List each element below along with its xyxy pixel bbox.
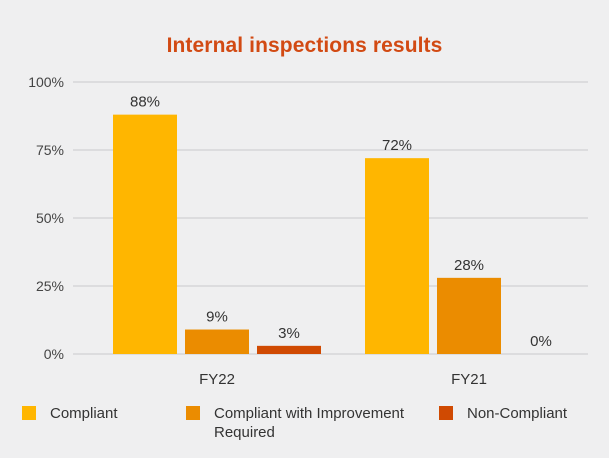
data-label-fy22-compliant: 88%: [130, 94, 160, 111]
plot-area: 0% 25% 50% 75% 100% 88% 9% 3% FY22 72% 28% 0% FY21: [28, 74, 588, 388]
bar-fy21-compliant-with-improvement-required: [437, 277, 501, 354]
y-tick-label-25: 25%: [36, 278, 64, 294]
x-category-label-fy21: FY21: [451, 371, 487, 388]
legend-swatch-non-compliant: [439, 406, 453, 420]
y-tick-label-0: 0%: [44, 346, 64, 362]
data-label-fy21-compliant-with-improvement-required: 28%: [454, 257, 484, 274]
legend-label-compliant-with-improvement: Compliant with Improvement Required: [214, 405, 405, 441]
bar-fy22-compliant-with-improvement-required: [185, 329, 249, 354]
legend-item-non-compliant: Non-Compliant: [439, 404, 567, 423]
legend-item-compliant: Compliant: [22, 404, 118, 423]
data-label-fy22-compliant-with-improvement-required: 9%: [206, 309, 228, 326]
bar-fy21-compliant: [365, 158, 429, 354]
data-label-fy21-compliant: 72%: [382, 137, 412, 154]
legend-item-compliant-with-improvement: Compliant with Improvement Required: [186, 404, 414, 442]
bar-fy22-non-compliant: [257, 345, 321, 354]
data-label-fy22-non-compliant: 3%: [278, 325, 300, 342]
y-tick-label-50: 50%: [36, 210, 64, 226]
legend-label-compliant: Compliant: [50, 405, 118, 422]
legend-swatch-compliant: [22, 406, 36, 420]
data-label-fy21-non-compliant: 0%: [530, 333, 552, 350]
bar-fy22-compliant: [113, 114, 177, 354]
legend-swatch-compliant-with-improvement: [186, 406, 200, 420]
y-tick-label-75: 75%: [36, 142, 64, 158]
x-category-label-fy22: FY22: [199, 371, 235, 388]
legend-label-non-compliant: Non-Compliant: [467, 405, 568, 422]
y-tick-label-100: 100%: [28, 74, 64, 90]
chart-title: Internal inspections results: [166, 34, 443, 57]
